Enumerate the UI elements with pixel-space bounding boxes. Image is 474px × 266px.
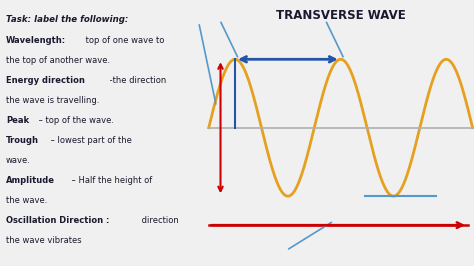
- Text: the wave.: the wave.: [6, 196, 47, 205]
- Text: Task: label the following:: Task: label the following:: [6, 15, 128, 24]
- Text: -the direction: -the direction: [107, 76, 166, 85]
- Text: Amplitude: Amplitude: [6, 176, 55, 185]
- Text: Peak: Peak: [6, 116, 29, 125]
- Text: Energy direction: Energy direction: [6, 76, 85, 85]
- Text: – Half the height of: – Half the height of: [69, 176, 152, 185]
- Text: Wavelength:: Wavelength:: [6, 36, 66, 45]
- Text: the wave is travelling.: the wave is travelling.: [6, 95, 100, 105]
- Text: direction: direction: [139, 216, 178, 225]
- Text: TRANSVERSE WAVE: TRANSVERSE WAVE: [276, 9, 406, 22]
- Text: top of one wave to: top of one wave to: [83, 36, 164, 45]
- Text: Trough: Trough: [6, 136, 39, 145]
- Text: – top of the wave.: – top of the wave.: [36, 116, 114, 125]
- Text: – lowest part of the: – lowest part of the: [48, 136, 132, 145]
- Text: wave.: wave.: [6, 156, 31, 165]
- Text: the top of another wave.: the top of another wave.: [6, 56, 110, 65]
- Text: Oscillation Direction :: Oscillation Direction :: [6, 216, 109, 225]
- Text: the wave vibrates: the wave vibrates: [6, 236, 82, 245]
